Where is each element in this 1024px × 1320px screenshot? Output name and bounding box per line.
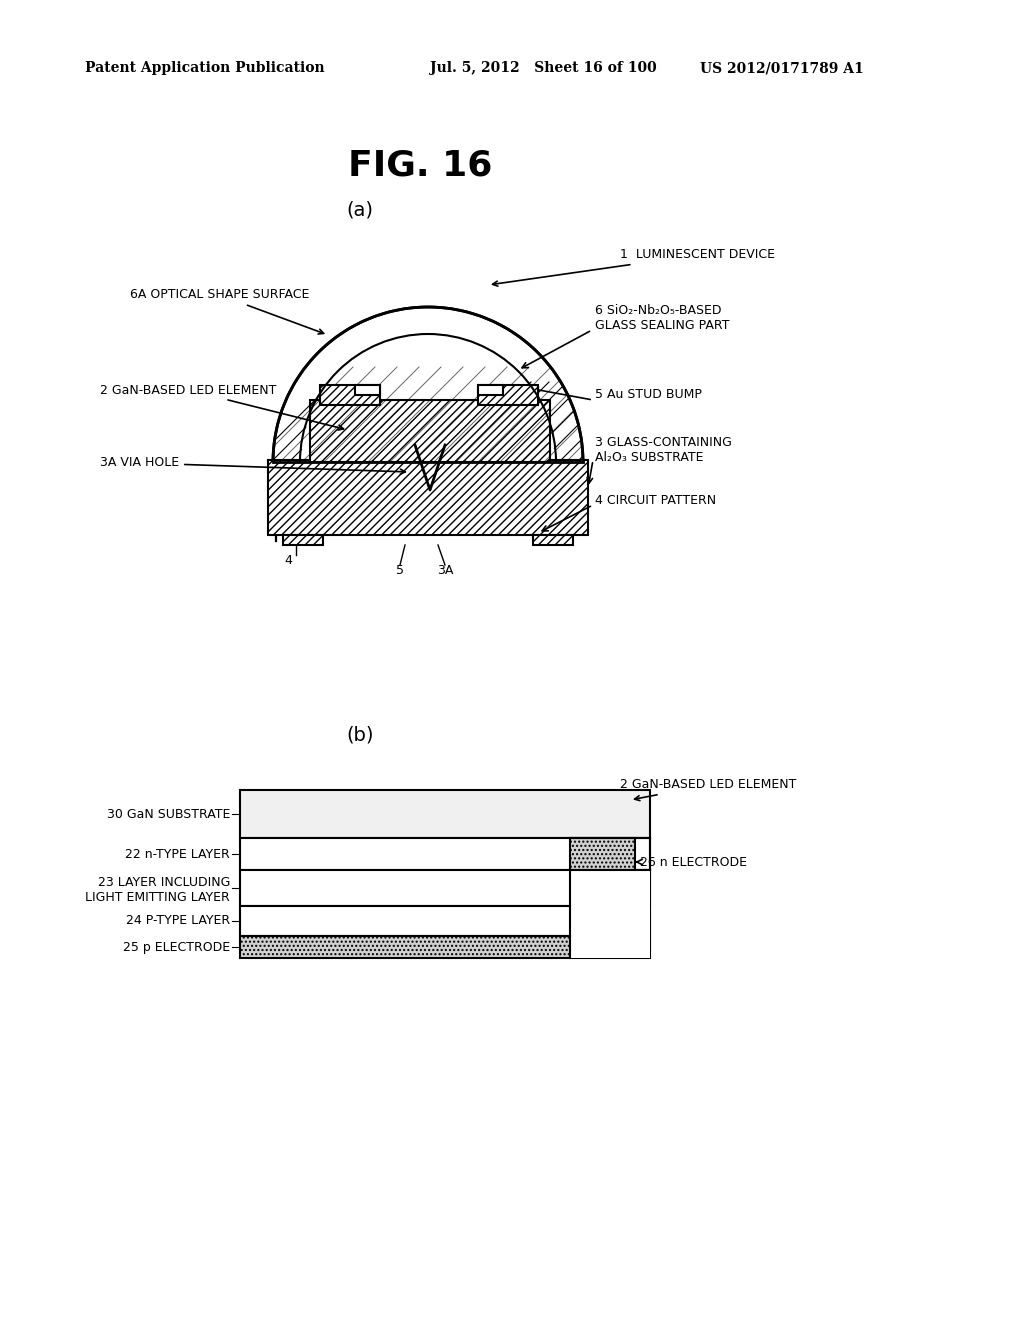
Bar	[570, 870, 650, 906]
Bar	[240, 870, 650, 906]
Bar	[478, 385, 538, 405]
Bar	[355, 385, 380, 395]
Polygon shape	[273, 308, 583, 462]
Text: 5 Au STUD BUMP: 5 Au STUD BUMP	[595, 388, 701, 401]
Bar	[283, 535, 323, 545]
Bar	[534, 535, 573, 545]
Bar	[240, 936, 650, 958]
Bar	[310, 400, 550, 462]
Bar	[319, 385, 380, 405]
Bar	[570, 936, 650, 958]
Text: 24 P-TYPE LAYER: 24 P-TYPE LAYER	[126, 915, 230, 928]
Bar	[268, 459, 588, 535]
Text: Patent Application Publication: Patent Application Publication	[85, 61, 325, 75]
Text: 3 GLASS-CONTAINING
Al₂O₃ SUBSTRATE: 3 GLASS-CONTAINING Al₂O₃ SUBSTRATE	[595, 436, 732, 465]
Text: 2 GaN-BASED LED ELEMENT: 2 GaN-BASED LED ELEMENT	[620, 779, 797, 801]
Text: Jul. 5, 2012   Sheet 16 of 100: Jul. 5, 2012 Sheet 16 of 100	[430, 61, 656, 75]
Bar	[310, 400, 550, 462]
Text: 23 LAYER INCLUDING
LIGHT EMITTING LAYER: 23 LAYER INCLUDING LIGHT EMITTING LAYER	[85, 876, 230, 904]
Bar	[268, 459, 588, 535]
Text: 4: 4	[284, 553, 292, 566]
Text: 4 CIRCUIT PATTERN: 4 CIRCUIT PATTERN	[595, 494, 716, 507]
Bar	[240, 789, 650, 838]
Text: 3A VIA HOLE: 3A VIA HOLE	[100, 457, 406, 474]
Text: 3A: 3A	[437, 564, 454, 577]
Bar	[570, 838, 635, 870]
Bar	[319, 385, 380, 405]
Text: US 2012/0171789 A1: US 2012/0171789 A1	[700, 61, 864, 75]
Text: 22 n-TYPE LAYER: 22 n-TYPE LAYER	[125, 847, 230, 861]
Text: 30 GaN SUBSTRATE: 30 GaN SUBSTRATE	[106, 808, 230, 821]
Text: 26 n ELECTRODE: 26 n ELECTRODE	[640, 855, 746, 869]
Text: 6 SiO₂-Nb₂O₅-BASED
GLASS SEALING PART: 6 SiO₂-Nb₂O₅-BASED GLASS SEALING PART	[595, 304, 729, 333]
Text: 2 GaN-BASED LED ELEMENT: 2 GaN-BASED LED ELEMENT	[100, 384, 343, 430]
Bar	[570, 838, 635, 870]
Bar	[240, 838, 650, 870]
Bar	[478, 385, 538, 405]
Text: (b): (b)	[346, 726, 374, 744]
Bar	[534, 535, 573, 545]
Text: FIG. 16: FIG. 16	[348, 148, 493, 182]
Bar	[570, 906, 650, 936]
Bar	[478, 385, 503, 395]
Bar	[283, 535, 323, 545]
Text: 5: 5	[396, 564, 404, 577]
Text: 6A OPTICAL SHAPE SURFACE: 6A OPTICAL SHAPE SURFACE	[130, 289, 324, 334]
Text: 1  LUMINESCENT DEVICE: 1 LUMINESCENT DEVICE	[493, 248, 775, 286]
Bar	[240, 936, 650, 958]
Bar	[240, 906, 650, 936]
Text: 25 p ELECTRODE: 25 p ELECTRODE	[123, 940, 230, 953]
Text: (a): (a)	[346, 201, 374, 219]
